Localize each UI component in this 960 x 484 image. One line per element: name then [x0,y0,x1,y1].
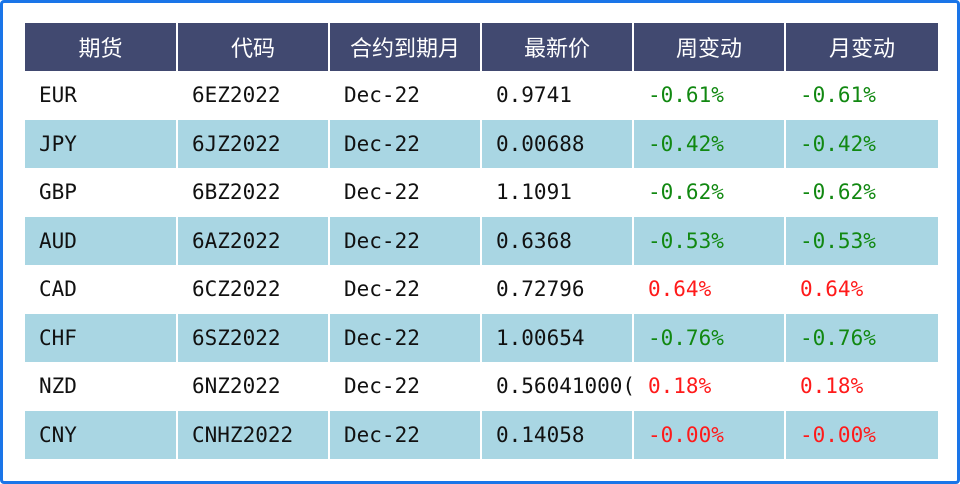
cell-code: 6EZ2022 [176,71,329,120]
cell-month-change: -0.62% [784,168,938,217]
cell-price: 0.6368 [480,216,633,265]
cell-week-change: -0.76% [632,313,785,362]
cell-future: CAD [25,265,177,314]
header-week-change: 周变动 [632,23,785,71]
table-row: AUD 6AZ2022 Dec-22 0.6368 -0.53% -0.53% [25,216,938,265]
table-header: 期货 代码 合约到期月 最新价 周变动 月变动 [25,23,938,71]
cell-price: 0.72796 [480,265,633,314]
cell-month-change: -0.53% [784,216,938,265]
table-row: JPY 6JZ2022 Dec-22 0.00688 -0.42% -0.42% [25,119,938,168]
cell-future: NZD [25,362,177,411]
header-expiry: 合约到期月 [328,23,481,71]
cell-expiry: Dec-22 [328,313,481,362]
table-row: CHF 6SZ2022 Dec-22 1.00654 -0.76% -0.76% [25,313,938,362]
cell-code: 6JZ2022 [176,119,329,168]
cell-week-change: 0.18% [632,362,785,411]
cell-expiry: Dec-22 [328,168,481,217]
cell-month-change: 0.18% [784,362,938,411]
cell-price: 0.14058 [480,410,633,459]
cell-week-change: -0.53% [632,216,785,265]
cell-future: JPY [25,119,177,168]
cell-expiry: Dec-22 [328,71,481,120]
table-row: CAD 6CZ2022 Dec-22 0.72796 0.64% 0.64% [25,265,938,314]
cell-price: 0.00688 [480,119,633,168]
cell-expiry: Dec-22 [328,410,481,459]
header-future: 期货 [25,23,177,71]
cell-code: 6CZ2022 [176,265,329,314]
futures-table: 期货 代码 合约到期月 最新价 周变动 月变动 EUR 6EZ2022 Dec-… [25,23,938,459]
cell-code: 6SZ2022 [176,313,329,362]
cell-week-change: -0.42% [632,119,785,168]
cell-code: 6AZ2022 [176,216,329,265]
table-row: EUR 6EZ2022 Dec-22 0.9741 -0.61% -0.61% [25,71,938,120]
cell-month-change: -0.61% [784,71,938,120]
cell-month-change: -0.42% [784,119,938,168]
table-body: EUR 6EZ2022 Dec-22 0.9741 -0.61% -0.61% … [25,71,938,459]
cell-price: 1.1091 [480,168,633,217]
cell-future: AUD [25,216,177,265]
cell-future: EUR [25,71,177,120]
cell-future: CHF [25,313,177,362]
cell-week-change: -0.61% [632,71,785,120]
cell-month-change: -0.76% [784,313,938,362]
table-row: GBP 6BZ2022 Dec-22 1.1091 -0.62% -0.62% [25,168,938,217]
cell-price: 0.56041000( [480,362,633,411]
cell-expiry: Dec-22 [328,216,481,265]
cell-price: 1.00654 [480,313,633,362]
cell-week-change: -0.00% [632,410,785,459]
cell-code: 6NZ2022 [176,362,329,411]
cell-week-change: -0.62% [632,168,785,217]
cell-future: GBP [25,168,177,217]
header-price: 最新价 [480,23,633,71]
cell-expiry: Dec-22 [328,362,481,411]
header-code: 代码 [176,23,329,71]
table-row: NZD 6NZ2022 Dec-22 0.56041000( 0.18% 0.1… [25,362,938,411]
cell-code: CNHZ2022 [176,410,329,459]
cell-week-change: 0.64% [632,265,785,314]
cell-month-change: -0.00% [784,410,938,459]
table-row: CNY CNHZ2022 Dec-22 0.14058 -0.00% -0.00… [25,410,938,459]
header-row: 期货 代码 合约到期月 最新价 周变动 月变动 [25,23,938,71]
cell-future: CNY [25,410,177,459]
cell-code: 6BZ2022 [176,168,329,217]
cell-expiry: Dec-22 [328,265,481,314]
cell-price: 0.9741 [480,71,633,120]
header-month-change: 月变动 [784,23,938,71]
cell-month-change: 0.64% [784,265,938,314]
cell-expiry: Dec-22 [328,119,481,168]
